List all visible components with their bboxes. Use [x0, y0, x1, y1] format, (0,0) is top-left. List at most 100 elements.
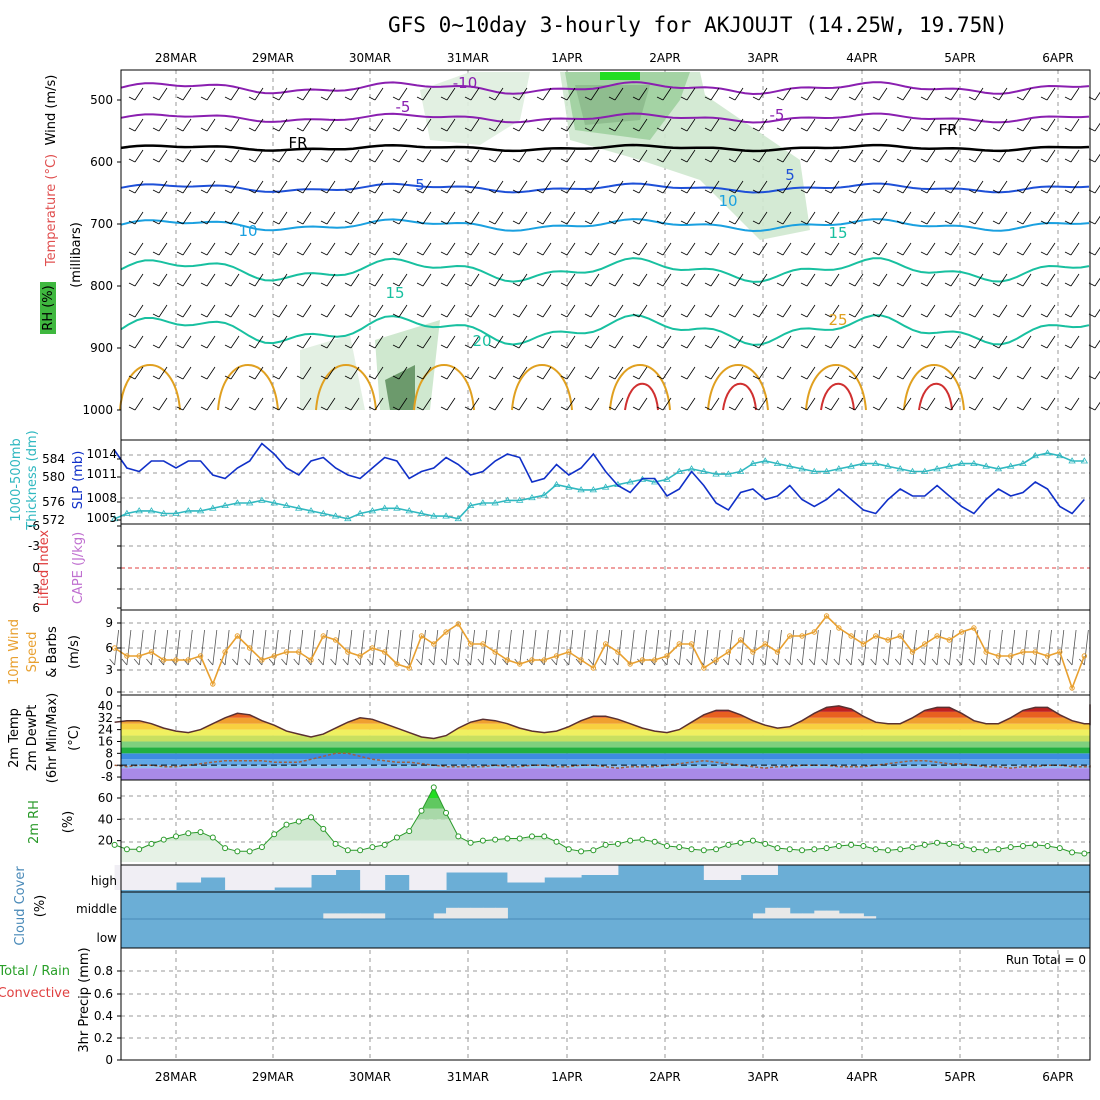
- y-tick-label: 900: [90, 341, 113, 355]
- cloud-high-gap: [716, 865, 729, 880]
- wind-speed-marker: [1057, 649, 1063, 655]
- wind-barb: [584, 118, 600, 132]
- wind-speed-marker: [1020, 649, 1026, 655]
- wind-speed-marker: [995, 653, 1002, 659]
- wind-barb: [1064, 180, 1080, 194]
- cloud-middle-bar: [495, 907, 508, 919]
- profile-panel: -10 -5 FR 5 10 15 20 25 -5 5 10 15 FR: [119, 72, 1100, 411]
- wind-barb: [1088, 308, 1100, 318]
- wind-barb: [512, 118, 528, 132]
- wind-speed-marker: [234, 633, 241, 639]
- wind10m-panel: [109, 613, 1090, 693]
- rh-marker: [553, 838, 560, 845]
- y-tick-label: 0.8: [94, 964, 113, 978]
- wind-barb: [152, 87, 168, 101]
- wind-barb: [728, 397, 744, 411]
- y-tick-label: 600: [90, 155, 113, 169]
- rh-legend-swatch: [40, 282, 56, 334]
- y-axis-label: (%): [61, 811, 76, 834]
- wind-barb: [368, 397, 384, 411]
- rh-marker: [713, 846, 720, 853]
- wind-speed-marker: [639, 657, 646, 663]
- wind-barb: [560, 211, 576, 225]
- cloud-high-gap: [298, 865, 312, 888]
- rh-marker: [749, 837, 756, 844]
- cloud-high-gap: [323, 865, 337, 875]
- wind-barb: [248, 211, 264, 225]
- wind-barb: [368, 304, 384, 318]
- cloud-middle-bar: [482, 907, 496, 919]
- wind-barb: [944, 149, 960, 163]
- wind-speed-marker: [725, 649, 732, 655]
- wind-barb: [488, 273, 504, 287]
- wind-barb: [224, 118, 240, 132]
- slp-tick-label: 1014: [86, 447, 117, 461]
- rh-marker: [246, 848, 253, 855]
- wind-barb: [416, 273, 432, 287]
- cloud-middle-bar: [470, 907, 484, 919]
- date-label-top: 3APR: [747, 51, 778, 65]
- wind-barb: [296, 366, 312, 380]
- rh-marker: [541, 833, 548, 840]
- wind-barb: [1064, 273, 1080, 287]
- wind-barb: [152, 118, 168, 132]
- wind-barb: [392, 211, 408, 225]
- y-tick-label: 9: [105, 616, 113, 630]
- rh-marker: [418, 807, 425, 814]
- wind-barb: [453, 629, 463, 666]
- temperature-contour: [120, 81, 1090, 96]
- wind-barb: [224, 180, 240, 194]
- wind-barb: [728, 366, 744, 380]
- wind-barb: [968, 149, 984, 163]
- wind-barb: [632, 211, 648, 225]
- temperature-contour: [120, 112, 1090, 124]
- rh-marker: [173, 833, 179, 840]
- rh-marker: [602, 841, 609, 848]
- wind-barb: [1040, 118, 1056, 132]
- temperature-contour: [120, 314, 1090, 346]
- y-tick-label: 500: [90, 93, 113, 107]
- date-label-top: 5APR: [944, 51, 975, 65]
- wind-barb: [1088, 339, 1100, 349]
- wind-barb: [944, 87, 960, 101]
- cloud-high-gap: [126, 865, 140, 890]
- cloud-high-gap: [249, 865, 263, 890]
- rh-marker: [406, 828, 413, 835]
- wind-barb: [320, 149, 336, 163]
- wind-barb: [704, 118, 720, 132]
- wind-speed-marker: [1008, 653, 1014, 659]
- wind-barb: [176, 273, 192, 287]
- wind-speed-marker: [517, 661, 523, 667]
- wind-barb: [776, 87, 792, 101]
- wind-barb: [824, 87, 840, 101]
- wind-barb: [931, 629, 942, 666]
- wind-barb: [224, 242, 240, 256]
- cloud-high-gap: [728, 865, 742, 880]
- wind-barb: [896, 211, 912, 225]
- temp-band: [121, 759, 1090, 766]
- wind-barb: [632, 87, 648, 101]
- wind-barb: [176, 335, 192, 349]
- temp-band: [121, 735, 1090, 742]
- y-axis-label: 2m RH: [27, 800, 42, 844]
- temperature-contour: [903, 364, 965, 411]
- wind-barb: [440, 629, 451, 666]
- wind-barb: [1040, 397, 1056, 411]
- rh-marker: [209, 834, 216, 841]
- wind-barb: [800, 87, 816, 101]
- temp-band: [121, 768, 1090, 780]
- wind-barb: [1088, 401, 1100, 411]
- date-label-top: 4APR: [846, 51, 877, 65]
- wind-barb: [368, 273, 384, 287]
- wind-barb: [896, 366, 912, 380]
- y-axis-label: Thickness (dm): [25, 430, 40, 530]
- wind-barb: [608, 180, 624, 194]
- wind-speed-marker: [909, 649, 916, 655]
- rh-marker: [283, 821, 290, 828]
- wind-barb: [680, 397, 696, 411]
- wind-barb: [800, 242, 816, 256]
- date-label-bottom: 5APR: [944, 1070, 975, 1084]
- cloud-high-gap: [139, 865, 152, 890]
- panel-frame: [120, 947, 1091, 1061]
- dewpt-line: [114, 752, 1091, 769]
